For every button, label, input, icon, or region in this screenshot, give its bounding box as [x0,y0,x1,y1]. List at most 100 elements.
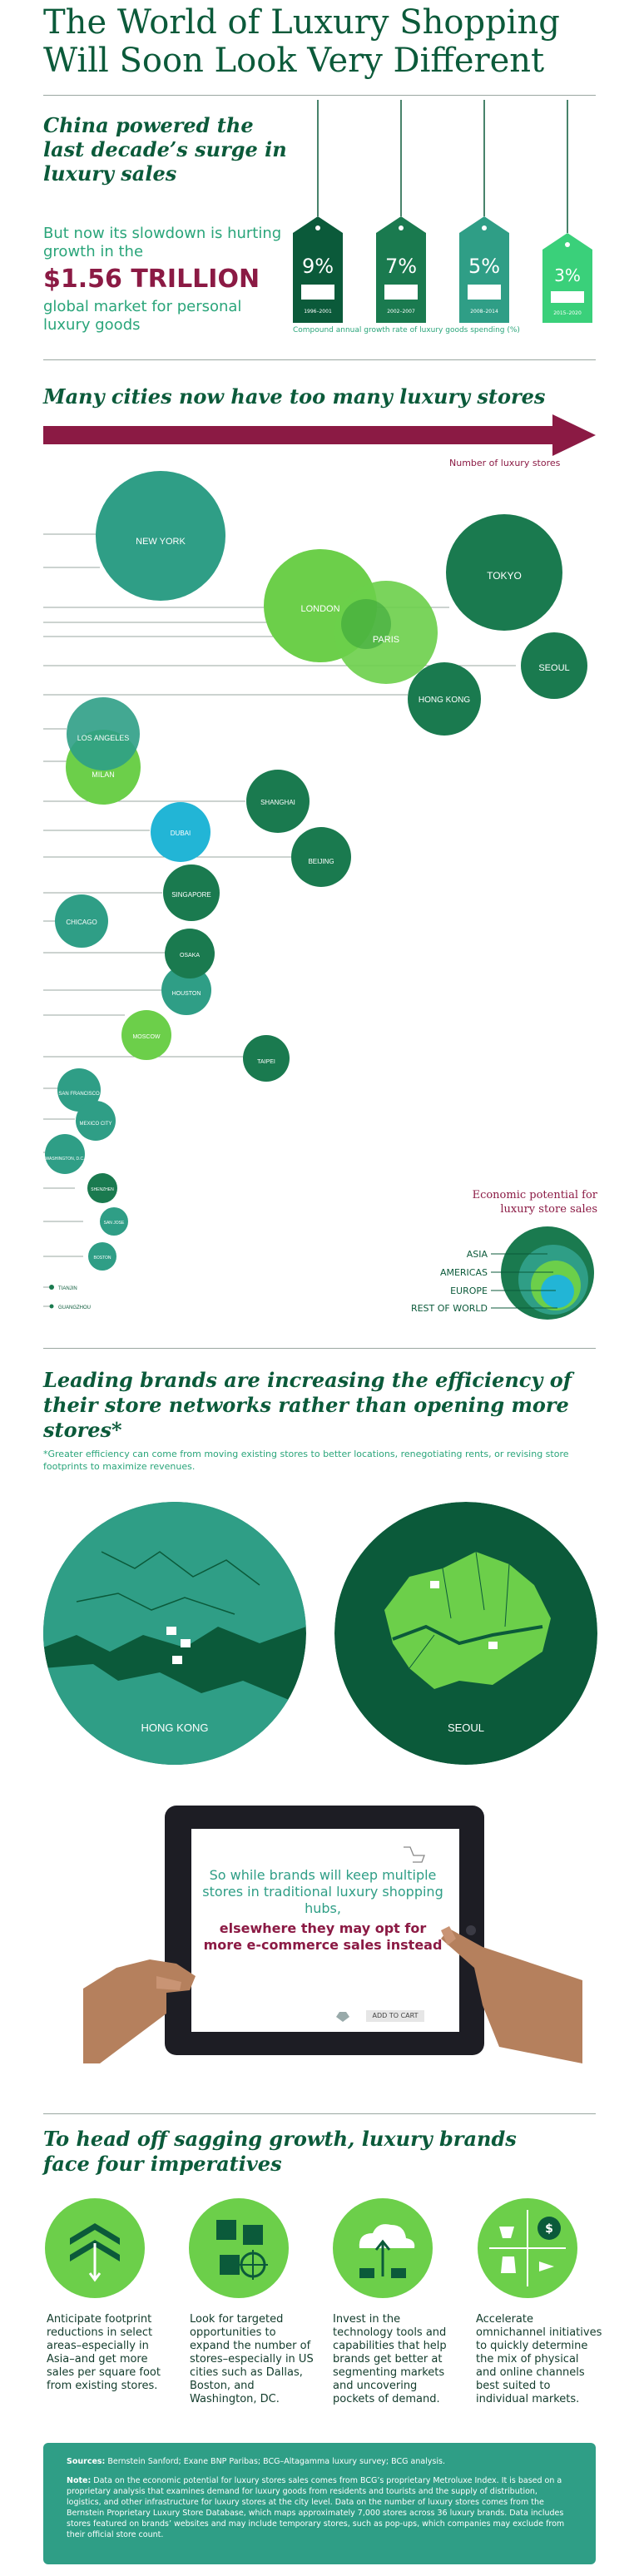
tag-4-value: 3% [554,265,581,285]
footprint-icon [45,2198,145,2298]
page-title: The World of Luxury Shopping Will Soon L… [43,3,560,80]
svg-text:GUANGZHOU: GUANGZHOU [58,1305,91,1310]
imperative-3: Invest in the technology tools and capab… [333,2313,447,2405]
svg-text:BOSTON: BOSTON [93,1256,111,1261]
svg-text:TAIPEI: TAIPEI [257,1059,275,1065]
svg-text:SAN FRANCISCO: SAN FRANCISCO [58,1092,100,1097]
svg-text:OSAKA: OSAKA [180,953,200,959]
tags-caption: Compound annual growth rate of luxury go… [293,326,520,334]
svg-text:WASHINGTON, D.C.: WASHINGTON, D.C. [46,1157,85,1162]
growth-tags: 9% 1996–2001 7% 2002–2007 5% 2008–2014 3… [293,100,592,323]
divider [43,1348,596,1349]
svg-text:MILAN: MILAN [92,770,115,779]
imperative-4: Accelerate omnichannel initiatives to qu… [476,2313,602,2405]
tablet-illustration [83,1806,582,2063]
city-bubble-boston: BOSTON [88,1242,116,1271]
target-icon [189,2198,289,2298]
intro-headline: China powered the last decade’s surge in… [43,113,287,186]
svg-text:BEIJING: BEIJING [308,858,334,865]
stores-axis-arrow [43,414,596,456]
stores-axis-label: Number of luxury stores [449,458,561,468]
city-bubble-osaka: OSAKA [165,929,215,978]
legend-rest-of-world: REST OF WORLD [411,1303,488,1314]
city-bubble-hong-kong: HONG KONG [408,662,481,736]
city-bubble-tokyo: TOKYO [446,514,562,631]
svg-text:HOUSTON: HOUSTON [172,991,201,997]
note-text: Data on the economic potential for luxur… [67,2476,565,2539]
hong-kong-map [43,1502,306,1765]
divider [43,359,596,360]
city-bubble-los-angeles: LOS ANGELES [67,697,140,770]
legend-asia: ASIA [467,1249,488,1260]
tag-2-period: 2002–2007 [387,309,415,315]
legend-europe: EUROPE [450,1286,488,1296]
legend-title: Economic potential for luxury store sale… [472,1189,597,1216]
sources-line: Sources: Bernstein Sanford; Exane BNP Pa… [67,2456,572,2467]
svg-text:NEW YORK: NEW YORK [136,537,186,547]
city-bubble-houston: HOUSTON [161,965,211,1015]
cloud-upload-icon [333,2198,433,2298]
divider [43,2113,596,2114]
divider [43,95,596,96]
city-bubble-new-york: NEW YORK [96,471,225,601]
city-bubble-washington: WASHINGTON, D.C. [45,1134,85,1174]
city-bubble-san-jose: SAN JOSE [100,1207,128,1236]
cities-heading: Many cities now have too many luxury sto… [43,384,546,409]
city-bubble-moscow: MOSCOW [121,1010,171,1060]
tablet-line1: So while brands will keep multiple store… [202,1867,443,1916]
city-bubble-paris: PARIS [334,581,438,684]
map-label-seoul: SEOUL [448,1721,484,1734]
city-bubble-taipei: TAIPEI [243,1035,290,1082]
city-marker-tianjin: TIANJIN [43,1285,77,1291]
sources-text: Bernstein Sanford; Exane BNP Paribas; BC… [107,2457,445,2466]
cities-bubble-chart: NEW YORK LONDON PARIS TOKYO SEOUL HONG K… [43,471,587,1310]
imperatives-icons: $ [45,2198,577,2298]
city-maps: HONG KONG SEOUL [43,1502,597,1765]
tag-3: 5% 2008–2014 [459,100,509,323]
svg-text:TOKYO: TOKYO [487,570,522,582]
tablet-line2: elsewhere they may opt for more e-commer… [203,1920,443,1953]
city-bubble-shenzhen: SHENZHEN [87,1173,117,1203]
intro-line1: But now its slowdown is hurting growth i… [43,225,282,260]
svg-text:LONDON: LONDON [300,604,339,614]
city-marker-guangzhou: GUANGZHOU [43,1304,91,1310]
note-line: Note: Data on the economic potential for… [67,2475,572,2540]
omnichannel-icon: $ [478,2198,577,2298]
tag-1-period: 1996–2001 [304,309,332,315]
tag-3-period: 2008–2014 [470,309,498,315]
city-bubble-shanghai: SHANGHAI [246,770,310,833]
tag-1: 9% 1996–2001 [293,100,343,323]
tag-2: 7% 2002–2007 [376,100,426,323]
imperative-1: Anticipate footprint reductions in selec… [47,2313,161,2392]
svg-text:SAN JOSE: SAN JOSE [104,1221,125,1226]
svg-text:DUBAI: DUBAI [171,830,191,837]
tag-3-value: 5% [468,255,500,278]
svg-text:LOS ANGELES: LOS ANGELES [77,734,130,742]
tag-4-period: 2015–2020 [553,310,582,316]
svg-text:PARIS: PARIS [373,635,399,645]
map-label-hong-kong: HONG KONG [141,1721,209,1734]
brands-heading: Leading brands are increasing the effici… [43,1368,572,1442]
imperative-2: Look for targeted opportunities to expan… [190,2313,314,2405]
svg-text:SINGAPORE: SINGAPORE [171,891,211,899]
intro-line2: global market for personal luxury goods [43,298,242,334]
brands-note: *Greater efficiency can come from moving… [43,1449,569,1472]
seoul-map [334,1502,597,1765]
svg-text:MEXICO CITY: MEXICO CITY [79,1122,111,1127]
note-label: Note: [67,2476,92,2485]
city-bubble-dubai: DUBAI [151,802,211,862]
sources-footer: Sources: Bernstein Sanford; Exane BNP Pa… [43,2443,596,2564]
imperatives-heading: To head off sagging growth, luxury brand… [43,2127,517,2176]
add-to-cart-button[interactable]: ADD TO CART [372,2012,419,2019]
svg-text:SHENZHEN: SHENZHEN [91,1187,114,1192]
city-bubble-mexico-city: MEXICO CITY [76,1101,116,1141]
tag-1-value: 9% [302,255,334,278]
intro-amount: $1.56 TRILLION [43,265,260,294]
svg-text:HONG KONG: HONG KONG [419,696,470,705]
city-bubble-singapore: SINGAPORE [163,864,220,921]
svg-text:TIANJIN: TIANJIN [58,1286,77,1291]
city-bubble-seoul: SEOUL [521,632,587,699]
svg-text:SEOUL: SEOUL [538,663,569,673]
sources-label: Sources: [67,2457,106,2466]
svg-text:$: $ [545,2222,553,2236]
